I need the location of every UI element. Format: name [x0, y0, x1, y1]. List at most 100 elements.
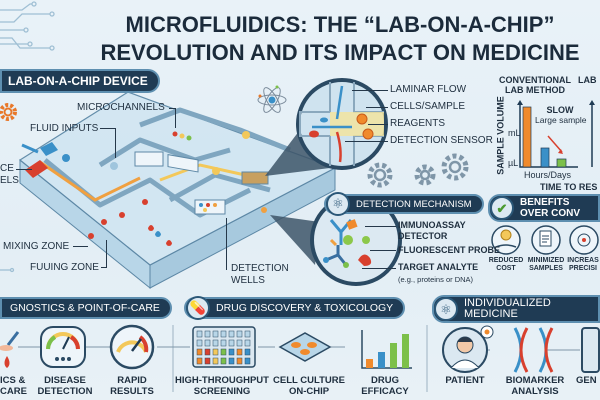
page-title-line-1: MICROFLUIDICS: THE “LAB-ON-A-CHIP”: [125, 12, 555, 37]
gear-icon: [0, 103, 17, 121]
label-fluing-zone: FUUING ZONE: [30, 262, 99, 273]
section-drug-discovery: 💊 DRUG DISCOVERY & TOXICOLOGY: [184, 296, 406, 320]
section-diagnostics: GNOSTICS & POINT-OF-CARE: [0, 297, 172, 319]
label-detection-wells-2: WELLS: [231, 275, 265, 286]
comparison-chart: [517, 100, 595, 168]
note-slow: SLOW: [546, 105, 574, 115]
benefit-line: SAMPLES: [529, 265, 563, 272]
gauge-icon: [40, 326, 86, 368]
cell-culture-chip-icon: [278, 332, 332, 362]
label-immunoassay: IMMUNOASSAY: [398, 220, 466, 230]
item-line: CELL CULTURE: [273, 375, 345, 386]
bar-small: [556, 158, 567, 168]
item-line: BIOMARKER: [505, 375, 565, 386]
label-target-analyte: TARGET ANALYTE: [398, 262, 479, 272]
section-label: DETECTION MECHANISM: [356, 198, 472, 210]
well: [196, 357, 203, 365]
item-drug-efficacy: DRUG EFFICACY: [357, 375, 413, 397]
well: [236, 339, 243, 347]
item-line: RESULTS: [110, 386, 154, 397]
item-line: DETECTION: [37, 386, 93, 397]
well: [212, 357, 219, 365]
label-microchannels: MICROCHANNELS: [77, 102, 165, 113]
well: [228, 339, 235, 347]
well: [220, 348, 227, 356]
bar-large-sample: [522, 106, 532, 168]
well: [236, 357, 243, 365]
benefit-line: COST: [496, 265, 516, 272]
well: [244, 330, 251, 338]
y-tick-ml: mL: [508, 128, 521, 138]
well: [196, 348, 203, 356]
section-lab-on-a-chip: LAB-ON-A-CHIP DEVICE: [0, 69, 160, 93]
circuit-icon: [0, 1, 55, 273]
magnifier-cone: [270, 215, 320, 265]
bar-medium: [540, 147, 550, 168]
well: [236, 348, 243, 356]
item-high-throughput: HIGH-THROUGHPUT SCREENING: [175, 375, 269, 397]
section-label: LAB-ON-A-CHIP DEVICE: [8, 74, 148, 88]
item-diagnostics-poc: ICS & CARE: [0, 375, 27, 397]
dna-icon: [513, 327, 554, 373]
item-line: CARE: [0, 386, 27, 397]
benefit-line: INCREAS: [567, 257, 599, 264]
item-line: ANALYSIS: [511, 386, 559, 397]
atom-icon: [257, 85, 287, 113]
item-line: ICS &: [0, 375, 26, 386]
y-tick-ul: µL: [508, 158, 519, 168]
label-fluorescent-probe: FLUORESCENT PROBE: [398, 245, 501, 255]
well: [220, 357, 227, 365]
magnifier-label-reagents: REAGENTS: [390, 118, 446, 129]
well: [220, 330, 227, 338]
item-disease-detection: DISEASE DETECTION: [35, 375, 95, 397]
section-label: GNOSTICS & POINT-OF-CARE: [10, 302, 160, 314]
chart-title-1: CONVENTIONAL: [499, 75, 571, 85]
well: [204, 330, 211, 338]
item-line: SCREENING: [193, 386, 251, 397]
magnifier-label-cells: CELLS/SAMPLE: [390, 101, 466, 112]
section-individualized-medicine: ⚛ INDIVIDUALIZED MEDICINE: [432, 295, 600, 323]
genomics-screen-icon: [581, 327, 600, 373]
chart-title-lab: LAB: [578, 75, 597, 85]
label-fluid-inputs: FLUID INPUTS: [30, 123, 99, 134]
efficacy-bar-chart-icon: [361, 330, 412, 369]
benefit-increased-precision: INCREAS PRECISI: [566, 257, 600, 273]
label-detector: DETECTOR: [398, 231, 448, 241]
well: [212, 339, 219, 347]
well: [244, 357, 251, 365]
well: [244, 348, 251, 356]
well: [228, 330, 235, 338]
well: [204, 348, 211, 356]
gear-icon: [367, 162, 393, 188]
gear-icon: [441, 153, 469, 181]
page-title-line-2: REVOLUTION AND ITS IMPACT ON MEDICINE: [100, 40, 580, 65]
well: [196, 339, 203, 347]
magnifier-label-laminar: LAMINAR FLOW: [390, 84, 467, 95]
patient-icon: [442, 325, 494, 373]
benefit-minimized-samples: MINIMIZED SAMPLES: [527, 257, 565, 273]
benefit-reduced-cost: REDUCED COST: [488, 257, 524, 273]
well: [212, 348, 219, 356]
well: [196, 330, 203, 338]
item-line: HIGH-THROUGHPUT: [175, 375, 269, 386]
well: [228, 348, 235, 356]
checkmark-icon: ✔: [490, 196, 514, 220]
well: [220, 339, 227, 347]
item-rapid-results: RAPID RESULTS: [105, 375, 159, 397]
item-line: ON-CHIP: [288, 386, 330, 397]
item-biomarker: BIOMARKER ANALYSIS: [505, 375, 565, 397]
well: [228, 357, 235, 365]
section-label: DRUG DISCOVERY & TOXICOLOGY: [216, 302, 394, 314]
atom-icon: ⚛: [434, 297, 458, 321]
well: [204, 357, 211, 365]
y-axis-label: SAMPLE VOLUME: [495, 96, 506, 175]
x-axis-title: TIME TO RES: [540, 182, 598, 192]
pill-capsule-icon: 💊: [186, 296, 210, 320]
magnifier-label-sensor: DETECTION SENSOR: [390, 135, 493, 146]
label-left-bottom: ELS: [0, 175, 19, 186]
label-detection-wells: DETECTION: [231, 263, 289, 274]
item-line: PATIENT: [445, 375, 485, 386]
blood-drop-icon: [4, 356, 10, 368]
chart-title-2: LAB METHOD: [505, 85, 565, 95]
